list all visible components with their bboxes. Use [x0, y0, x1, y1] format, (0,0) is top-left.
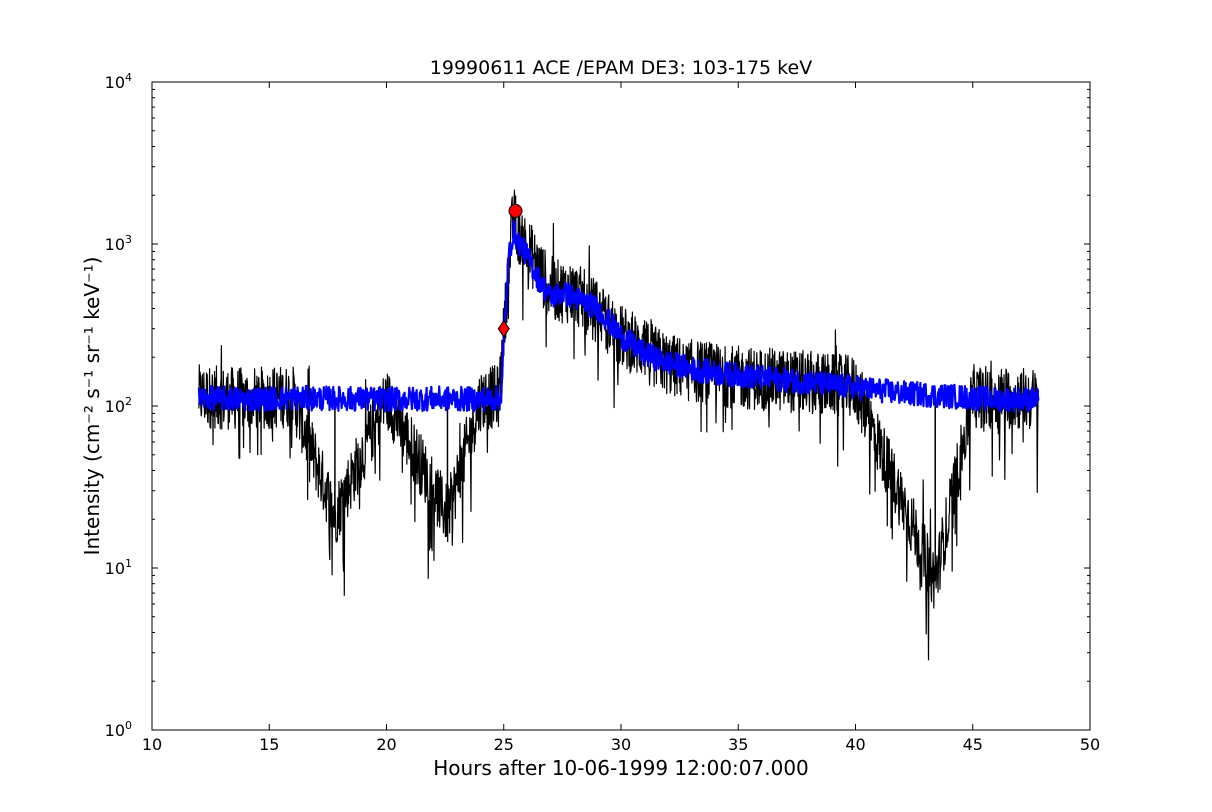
peak-marker [508, 203, 523, 218]
onset-marker [497, 319, 510, 338]
x-tick-label: 45 [963, 735, 983, 754]
y-axis-label: Intensity (cm⁻² s⁻¹ sr⁻¹ keV⁻¹) [80, 257, 104, 556]
series-layer [197, 189, 1040, 661]
x-tick-label: 20 [376, 735, 396, 754]
y-tick-label: 103 [105, 233, 132, 254]
marker-layer [497, 203, 523, 338]
y-tick-label: 102 [105, 395, 132, 416]
series-smoothed-line [197, 219, 1040, 413]
x-tick-label: 10 [142, 735, 162, 754]
x-axis-label: Hours after 10-06-1999 12:00:07.000 [433, 756, 809, 780]
x-tick-label: 40 [845, 735, 865, 754]
x-tick-label: 25 [494, 735, 514, 754]
series-raw-line [198, 189, 1040, 661]
x-tick-label: 50 [1080, 735, 1100, 754]
x-tick-label: 15 [259, 735, 279, 754]
tick-layer: 10 15 20 25 30 35 40 45 50 100 101 102 103 104 [105, 71, 1101, 754]
x-tick-label: 30 [611, 735, 631, 754]
y-tick-label: 101 [105, 557, 132, 578]
chart-title: 19990611 ACE /EPAM DE3: 103-175 keV [430, 57, 812, 79]
y-tick-label: 104 [105, 71, 132, 92]
x-tick-label: 35 [728, 735, 748, 754]
y-tick-label: 100 [105, 719, 132, 740]
